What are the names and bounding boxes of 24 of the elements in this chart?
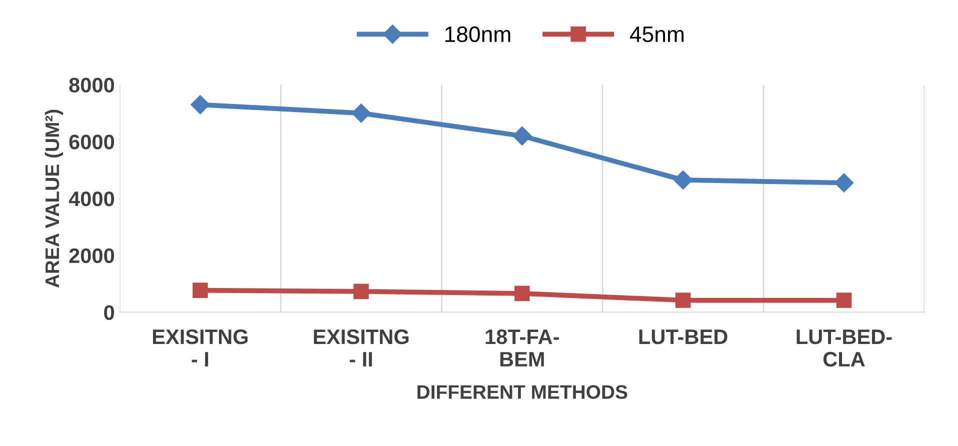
y-tick-label: 2000 bbox=[69, 248, 114, 264]
x-tick-label: LUT-BED bbox=[639, 330, 728, 344]
y-tick-label: 0 bbox=[104, 305, 114, 320]
point bbox=[675, 292, 691, 308]
point bbox=[514, 286, 530, 302]
point bbox=[354, 284, 369, 300]
x-axis-title: DIFFERENT METHODS bbox=[418, 385, 628, 399]
legend-label: 45nm bbox=[630, 26, 684, 42]
point bbox=[834, 173, 854, 192]
point bbox=[674, 170, 693, 190]
y-tick-label: 6000 bbox=[69, 134, 114, 150]
y-tick-label: 4000 bbox=[68, 191, 114, 206]
x-tick-label: LUT-BED- CLA bbox=[796, 330, 892, 367]
x-tick-label: EXISITNG - II bbox=[314, 329, 408, 366]
point bbox=[352, 104, 371, 123]
point bbox=[192, 282, 208, 298]
y-axis-title: AREA VALUE (UM²) bbox=[44, 110, 63, 288]
x-tick-label: EXISITNG - I bbox=[152, 329, 248, 366]
point bbox=[190, 95, 210, 114]
x-tick-label: 18T-FA- BEM bbox=[486, 329, 559, 366]
point bbox=[836, 292, 852, 308]
point bbox=[512, 126, 532, 146]
legend-label: 180nm bbox=[445, 26, 510, 42]
y-tick-label: 8000 bbox=[69, 78, 114, 92]
